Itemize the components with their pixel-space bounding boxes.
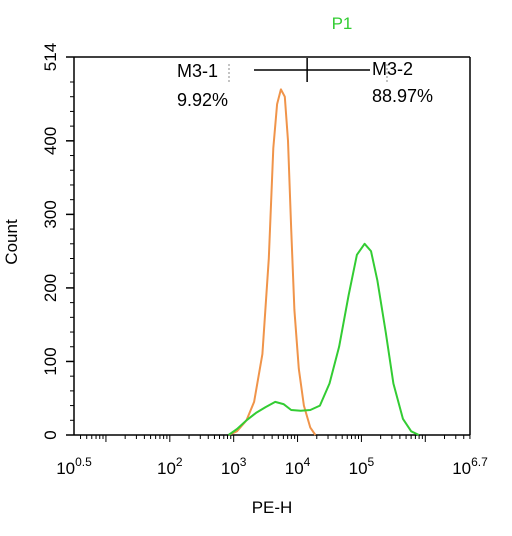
gate-m3-1-percent: 9.92% xyxy=(177,90,228,110)
histogram-line-orange xyxy=(228,88,317,436)
x-minor-ticks xyxy=(80,435,471,442)
histogram-line-green xyxy=(228,242,420,436)
x-tick-label: 106.7 xyxy=(452,455,488,478)
y-tick-label: 200 xyxy=(41,274,60,302)
x-tick-label: 100.5 xyxy=(56,455,92,478)
chart-title: P1 xyxy=(332,14,353,33)
x-axis-label: PE-H xyxy=(252,498,293,517)
gate-m3-2-percent: 88.97% xyxy=(372,86,433,106)
gate-m3-2-name: M3-2 xyxy=(372,59,413,79)
series-layer xyxy=(228,88,420,436)
x-tick-label: 104 xyxy=(285,455,311,478)
y-tick-label: 100 xyxy=(41,347,60,375)
y-axis-label: Count xyxy=(2,219,21,265)
gate-m3-1-name: M3-1 xyxy=(177,61,218,81)
plot-frame xyxy=(73,56,471,436)
gate-layer: M3-1 9.92% M3-2 88.97% xyxy=(177,58,433,110)
y-ticks: 0 100 200 300 400 514 xyxy=(41,43,74,440)
y-tick-label: 514 xyxy=(41,43,60,71)
x-tick-label: 102 xyxy=(157,455,183,478)
y-tick-label: 300 xyxy=(41,200,60,228)
x-tick-label: 105 xyxy=(349,455,375,478)
x-tick-label: 103 xyxy=(221,455,247,478)
y-tick-label: 400 xyxy=(41,127,60,155)
x-ticks: 100.5 102 103 104 105 106.7 xyxy=(56,455,488,478)
y-tick-label: 0 xyxy=(41,430,60,439)
